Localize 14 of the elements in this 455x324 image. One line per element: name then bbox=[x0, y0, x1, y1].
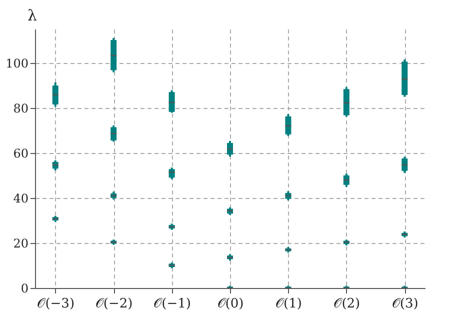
x-tick-label: 𝒪(1) bbox=[276, 296, 302, 312]
y-tick-label: 0 bbox=[20, 282, 28, 296]
x-tick-label: 𝒪(3) bbox=[392, 296, 418, 312]
y-tick-label: 80 bbox=[13, 101, 28, 116]
y-tick-label: 60 bbox=[13, 146, 28, 160]
y-tick-label: 100 bbox=[6, 56, 28, 70]
x-tick-label: 𝒪(0) bbox=[217, 296, 244, 312]
x-tick-label: 𝒪(−1) bbox=[154, 296, 191, 312]
y-tick-label: 20 bbox=[13, 236, 28, 250]
x-tick-label: 𝒪(−3) bbox=[37, 296, 75, 312]
y-axis-title: λ bbox=[28, 6, 38, 24]
y-tick-label: 40 bbox=[13, 191, 28, 206]
x-tick-label: 𝒪(2) bbox=[334, 296, 360, 312]
x-tick-label: 𝒪(−2) bbox=[95, 296, 133, 312]
